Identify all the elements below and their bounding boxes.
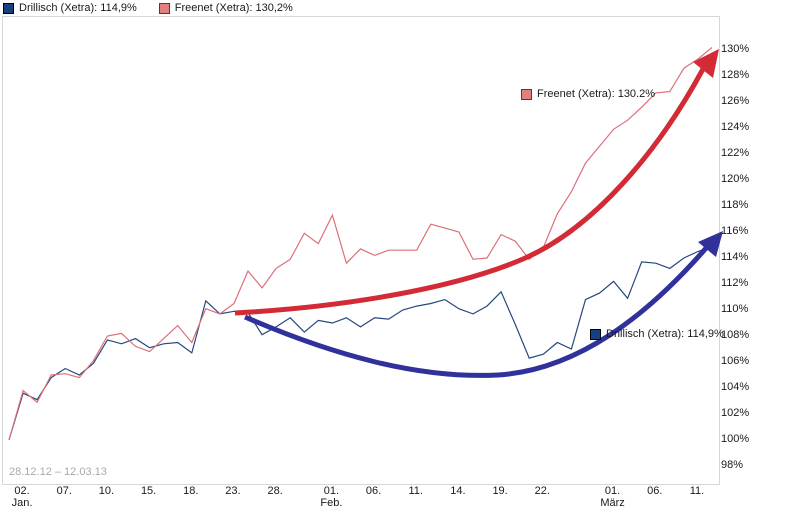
x-tick-day-label: 02. bbox=[14, 485, 30, 497]
x-tick-day-label: 06. bbox=[365, 485, 382, 497]
x-tick-day-label: 15. bbox=[140, 485, 157, 497]
legend-item-drillisch: Drillisch (Xetra): 114,9% bbox=[3, 2, 137, 14]
x-tick-day-label: 01. bbox=[323, 485, 340, 497]
price-lines-svg bbox=[8, 46, 723, 441]
plot-area: Freenet (Xetra): 130.2% Drillisch (Xetra… bbox=[2, 16, 724, 485]
drillisch-annotation-swatch-icon bbox=[590, 328, 601, 340]
drillisch-annotation: Drillisch (Xetra): 114,9% bbox=[590, 328, 724, 340]
freenet-uptrend-arrow-head-icon bbox=[693, 49, 719, 78]
drillisch-cup-trend-arrow bbox=[244, 245, 709, 378]
chart-legend: Drillisch (Xetra): 114,9% Freenet (Xetra… bbox=[3, 1, 293, 15]
y-tick-label: 118% bbox=[721, 199, 749, 211]
y-tick-label: 120% bbox=[721, 173, 750, 185]
freenet-annotation-label: Freenet (Xetra): 130.2% bbox=[537, 88, 656, 100]
x-tick-day-label: 01. bbox=[604, 485, 621, 497]
freenet-annotation: Freenet (Xetra): 130.2% bbox=[521, 88, 655, 100]
x-tick-day-label: 06. bbox=[647, 485, 663, 497]
x-tick-day-label: 11. bbox=[408, 485, 423, 497]
x-tick-month-label: März bbox=[600, 497, 625, 509]
x-tick-day-label: 14. bbox=[450, 485, 466, 497]
x-tick-day-label: 28. bbox=[267, 485, 283, 497]
drillisch-annotation-label: Drillisch (Xetra): 114,9% bbox=[606, 328, 724, 340]
drillisch-cup-trend-arrow-head-icon bbox=[698, 231, 723, 257]
legend-label-drillisch: Drillisch (Xetra): 114,9% bbox=[19, 2, 137, 14]
drillisch-legend-swatch-icon bbox=[3, 2, 14, 14]
y-tick-label: 114% bbox=[721, 251, 749, 263]
y-tick-label: 104% bbox=[721, 381, 750, 393]
x-tick-day-label: 23. bbox=[225, 485, 241, 497]
x-tick-month-label: Jan. bbox=[11, 497, 33, 509]
y-tick-label: 106% bbox=[721, 355, 750, 367]
legend-item-freenet: Freenet (Xetra): 130,2% bbox=[158, 2, 293, 14]
freenet-annotation-swatch-icon bbox=[521, 88, 532, 100]
y-tick-label: 130% bbox=[721, 43, 750, 55]
y-tick-label: 108% bbox=[721, 329, 750, 341]
drillisch-price-line bbox=[8, 245, 713, 441]
y-tick-label: 110% bbox=[721, 303, 749, 315]
x-tick-day-label: 07. bbox=[56, 485, 72, 497]
x-tick-day-label: 10. bbox=[98, 485, 115, 497]
date-range-label: 28.12.12 – 12.03.13 bbox=[9, 466, 107, 478]
x-tick-day-label: 22. bbox=[534, 485, 550, 497]
freenet-price-line bbox=[8, 46, 713, 441]
freenet-legend-swatch-icon bbox=[158, 2, 170, 14]
y-tick-label: 126% bbox=[721, 95, 750, 107]
x-tick-day-label: 18. bbox=[183, 485, 199, 497]
x-tick-month-label: Feb. bbox=[320, 497, 343, 509]
y-tick-label: 112% bbox=[721, 277, 749, 289]
y-tick-label: 102% bbox=[721, 407, 750, 419]
y-tick-label: 98% bbox=[721, 459, 744, 471]
x-tick-day-label: 11. bbox=[689, 485, 705, 497]
y-tick-label: 100% bbox=[721, 433, 750, 445]
x-axis: 02. Jan. 07. 10. 15. 18. 23. 28. 01. Feb. 06. 11. 14… bbox=[0, 485, 791, 513]
y-tick-label: 122% bbox=[721, 147, 750, 159]
x-tick-day-label: 19. bbox=[492, 485, 508, 497]
legend-label-freenet: Freenet (Xetra): 130,2% bbox=[174, 2, 293, 14]
y-tick-label: 116% bbox=[721, 225, 749, 237]
y-tick-label: 124% bbox=[721, 121, 750, 133]
y-tick-label: 128% bbox=[721, 69, 750, 81]
freenet-uptrend-arrow bbox=[234, 67, 706, 316]
